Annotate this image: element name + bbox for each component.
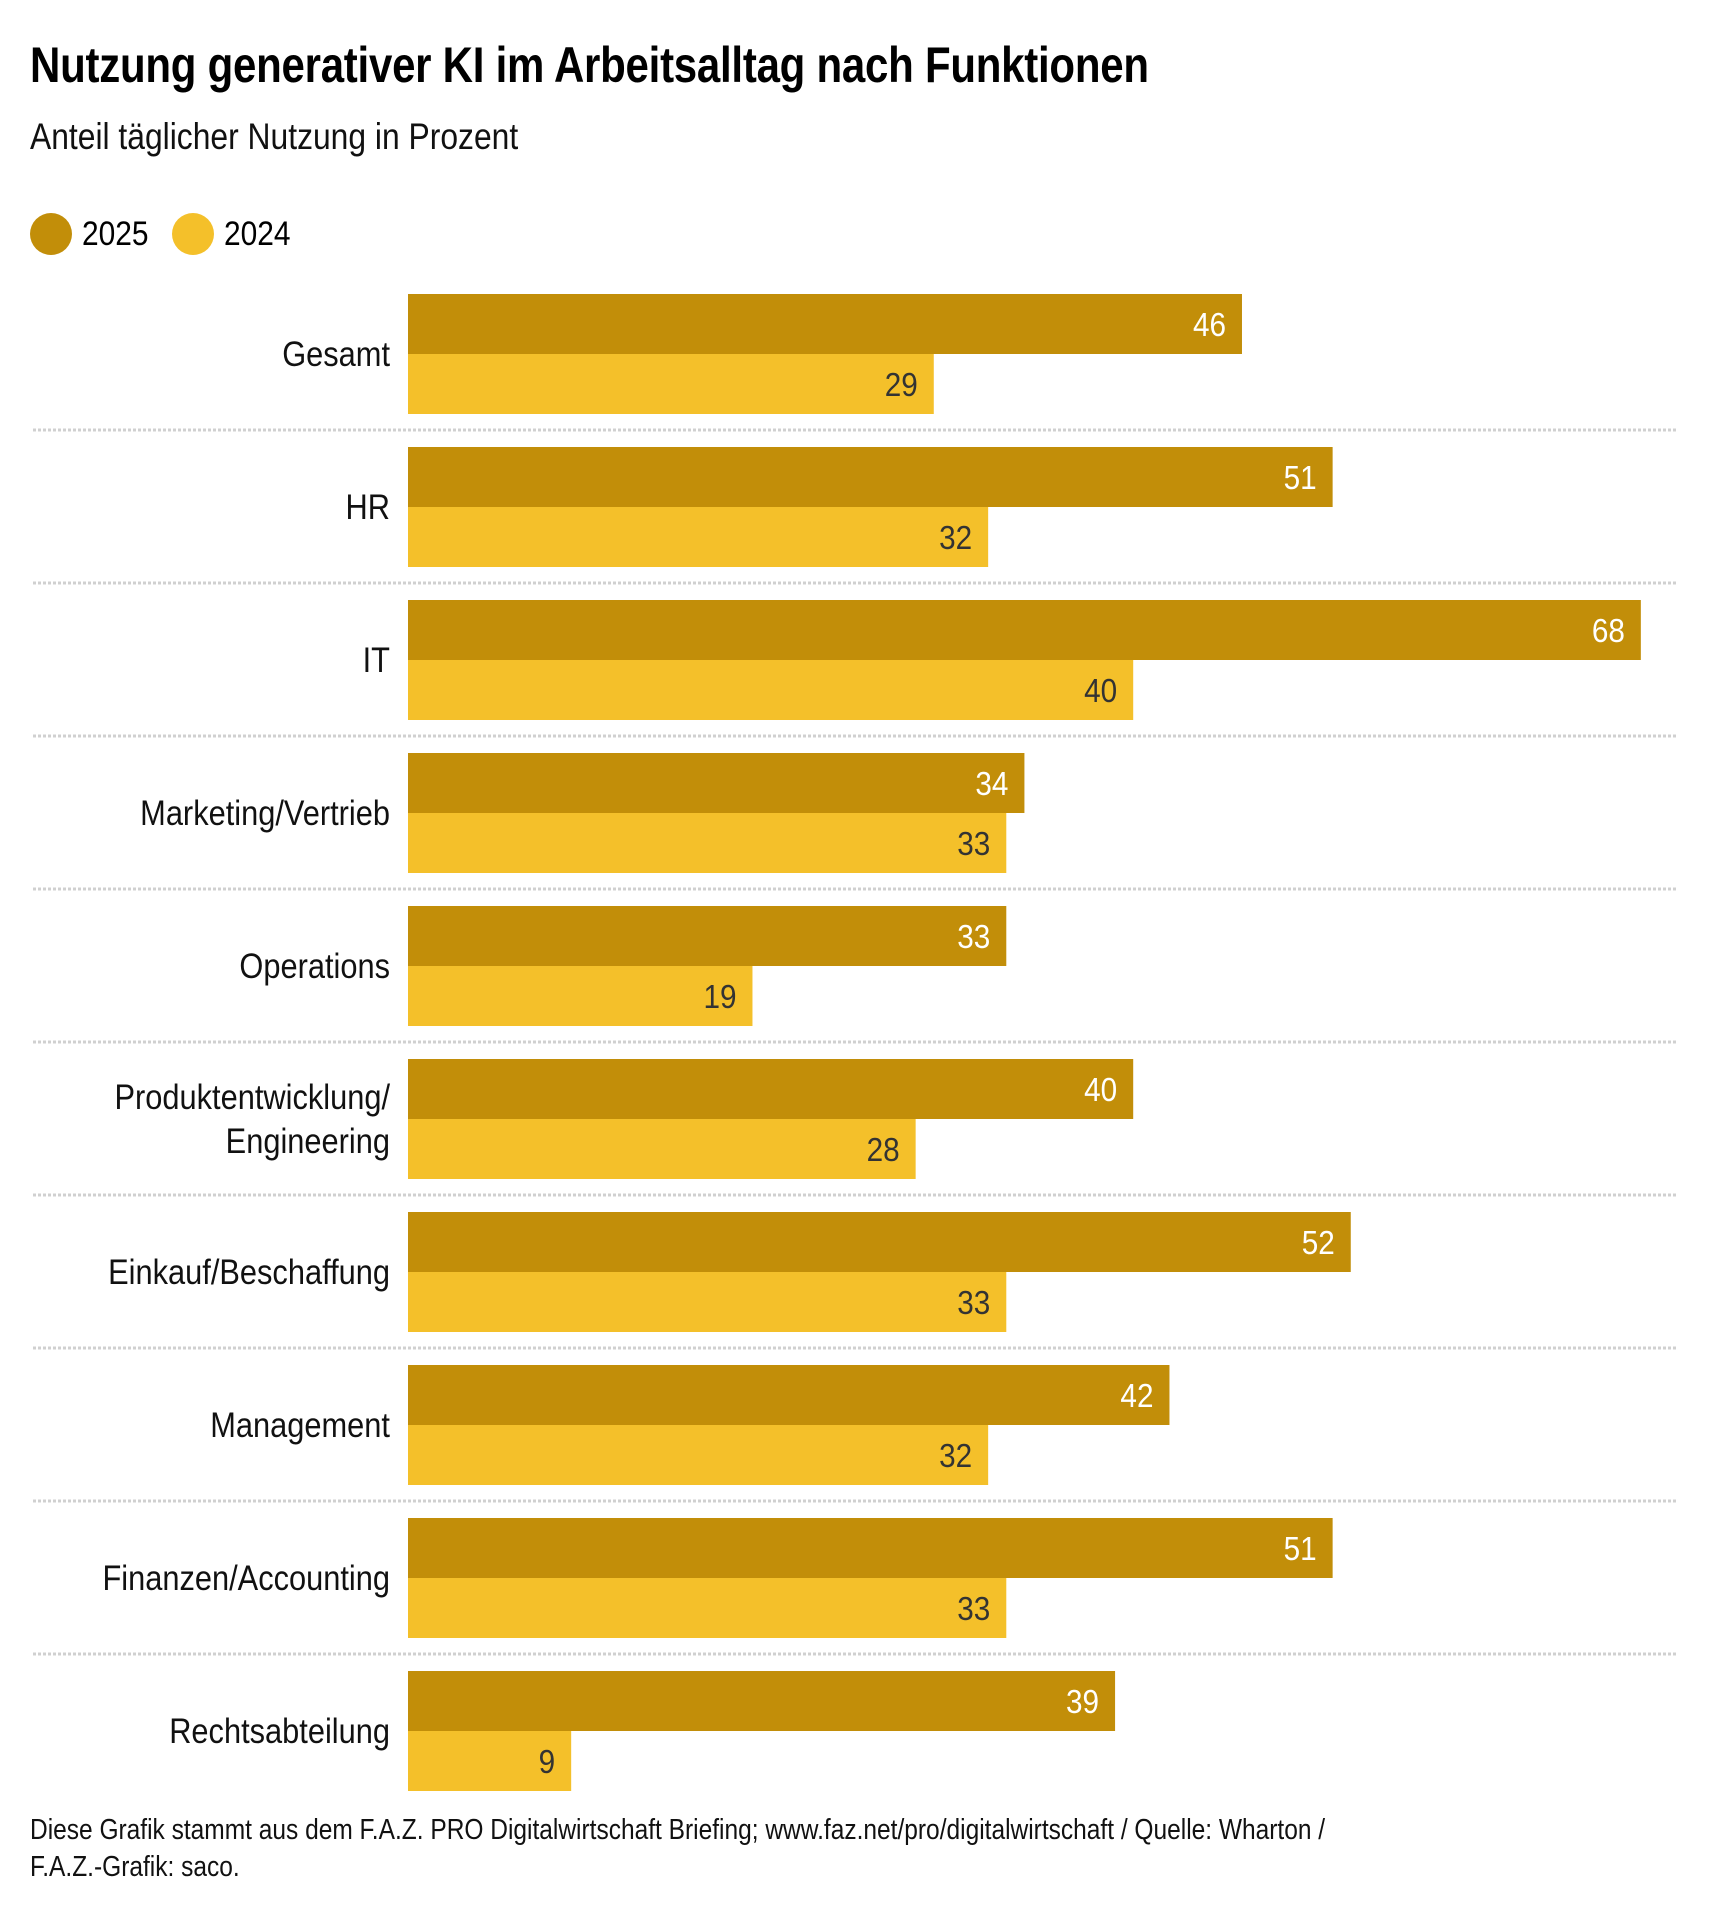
category-label: Gesamt [282,334,390,373]
bar-group-rechtsabteilung: Rechtsabteilung 39 9 [169,1671,1116,1791]
value-label-2025-marketing-vertrieb: 34 [975,766,1008,803]
value-label-2025-management: 42 [1120,1378,1153,1415]
bar-2025-hr [408,447,1333,507]
bar-2024-operations [408,966,753,1026]
value-label-2025-hr: 51 [1284,460,1317,497]
category-label: Rechtsabteilung [169,1711,390,1750]
value-label-2024-gesamt: 29 [885,367,918,404]
value-label-2024-management: 32 [939,1438,972,1475]
category-label-line: Produktentwicklung/ [114,1077,390,1116]
legend: 2025 2024 [30,213,313,255]
bar-2024-hr [408,507,989,567]
bar-2025-operations [408,906,1007,966]
bar-group-operations: Operations 33 19 [239,906,1007,1026]
legend-swatch-2025 [30,213,72,255]
bar-2024-einkauf-beschaffung [408,1272,1007,1332]
bar-2025-rechtsabteilung [408,1671,1116,1731]
bar-group-it: IT 68 40 [363,600,1641,720]
value-label-2025-it: 68 [1592,613,1625,650]
bar-2024-finanzen-accounting [408,1578,1007,1638]
legend-swatch-2024 [171,213,214,255]
category-label-line: Operations [239,946,390,985]
bar-2024-marketing-vertrieb [408,813,1007,873]
bar-group-gesamt: Gesamt 46 29 [282,294,1242,414]
bar-2025-finanzen-accounting [408,1518,1333,1578]
category-label: Marketing/Vertrieb [140,793,390,832]
bar-group-einkauf-beschaffung: Einkauf/Beschaffung 52 33 [108,1212,1351,1332]
chart-subtitle: Anteil täglicher Nutzung in Prozent [30,116,519,157]
bar-2025-einkauf-beschaffung [408,1212,1351,1272]
bar-2024-gesamt [408,354,934,414]
value-label-2024-rechtsabteilung: 9 [539,1744,556,1781]
category-label: IT [363,640,390,679]
category-label: Operations [239,946,390,985]
value-label-2024-it: 40 [1084,673,1117,710]
value-label-2025-operations: 33 [957,919,990,956]
footer-line-2: F.A.Z.-Grafik: saco. [30,1851,240,1883]
bar-group-produktentwicklung-engineering: Produktentwicklung/Engineering 40 28 [114,1059,1134,1179]
category-label: Produktentwicklung/Engineering [114,1077,390,1160]
category-label-line: Engineering [226,1121,390,1160]
bar-2025-gesamt [408,294,1242,354]
value-label-2025-einkauf-beschaffung: 52 [1302,1225,1335,1262]
bar-group-management: Management 42 32 [210,1365,1170,1485]
bar-group-finanzen-accounting: Finanzen/Accounting 51 33 [102,1518,1333,1638]
bar-2024-it [408,660,1134,720]
value-label-2025-produktentwicklung-engineering: 40 [1084,1072,1117,1109]
category-label-line: Einkauf/Beschaffung [108,1252,390,1291]
category-label: Management [210,1405,390,1444]
category-label-line: Management [210,1405,390,1444]
legend-label-2024: 2024 [223,214,291,253]
footer-line-1: Diese Grafik stammt aus dem F.A.Z. PRO D… [30,1814,1326,1846]
legend-item-2024: 2024 [171,213,292,255]
bar-2025-management [408,1365,1170,1425]
category-label-line: HR [346,487,390,526]
value-label-2024-hr: 32 [939,520,972,557]
category-label-line: IT [363,640,390,679]
category-label: Finanzen/Accounting [102,1558,390,1597]
legend-label-2025: 2025 [82,214,149,253]
category-label: Einkauf/Beschaffung [108,1252,390,1291]
value-label-2025-finanzen-accounting: 51 [1284,1531,1317,1568]
category-label-line: Gesamt [282,334,390,373]
value-label-2024-marketing-vertrieb: 33 [957,826,990,863]
bar-2024-management [408,1425,989,1485]
bar-2025-produktentwicklung-engineering [408,1059,1134,1119]
bar-2025-it [408,600,1641,660]
chart-title: Nutzung generativer KI im Arbeitsalltag … [30,37,1149,93]
category-label-line: Marketing/Vertrieb [140,793,390,832]
category-label-line: Rechtsabteilung [169,1711,390,1750]
bar-group-marketing-vertrieb: Marketing/Vertrieb 34 33 [140,753,1025,873]
value-label-2024-produktentwicklung-engineering: 28 [867,1132,900,1169]
bar-2024-rechtsabteilung [408,1731,572,1791]
bar-group-hr: HR 51 32 [346,447,1333,567]
value-label-2025-gesamt: 46 [1193,307,1226,344]
legend-item-2025: 2025 [30,213,150,255]
category-label-line: Finanzen/Accounting [102,1558,390,1597]
bar-2025-marketing-vertrieb [408,753,1025,813]
value-label-2024-operations: 19 [703,979,736,1016]
bar-2024-produktentwicklung-engineering [408,1119,916,1179]
value-label-2025-rechtsabteilung: 39 [1066,1684,1099,1721]
value-label-2024-finanzen-accounting: 33 [957,1591,990,1628]
category-label: HR [346,487,390,526]
footer-source: Diese Grafik stammt aus dem F.A.Z. PRO D… [30,1812,1652,1886]
value-label-2024-einkauf-beschaffung: 33 [957,1285,990,1322]
